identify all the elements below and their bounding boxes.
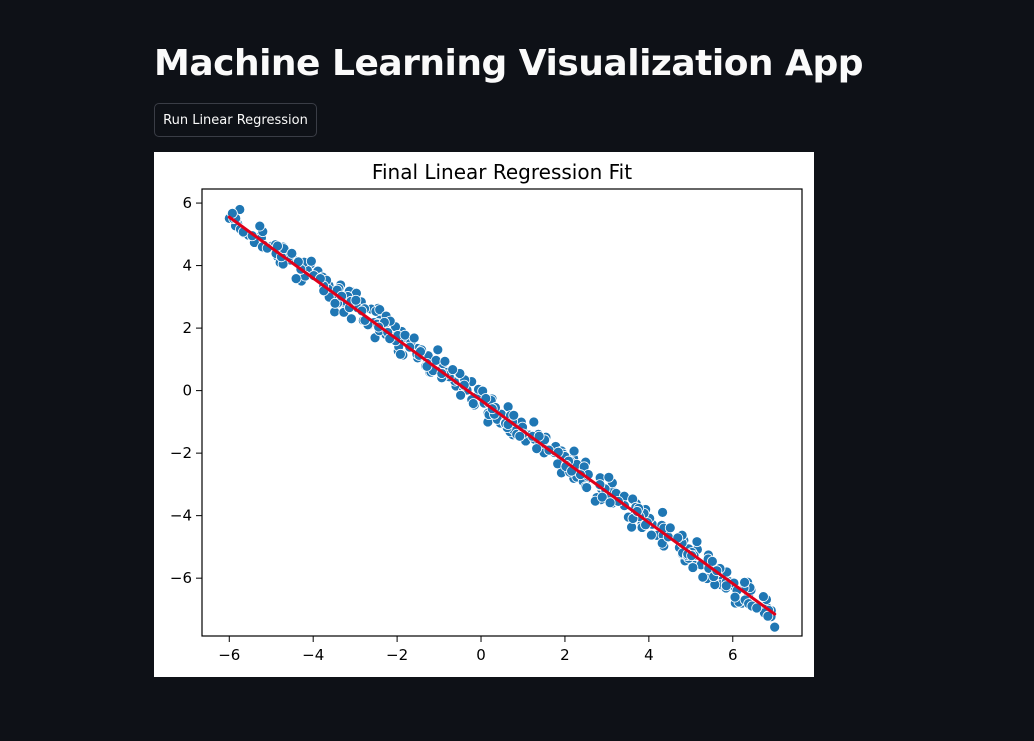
data-point [762, 610, 774, 622]
x-tick-label: 0 [476, 646, 486, 664]
x-tick-label: −4 [302, 646, 324, 664]
x-tick-label: −6 [218, 646, 240, 664]
data-point [603, 471, 615, 483]
x-axis: −6 −4 −2 0 2 4 6 [218, 636, 738, 664]
data-point [751, 602, 763, 614]
data-point [657, 507, 668, 518]
data-point [581, 482, 593, 493]
data-point [596, 491, 608, 503]
y-axis: 6 4 2 0 −2 −4 −6 [170, 194, 202, 587]
chart-title: Final Linear Regression Fit [372, 160, 632, 184]
plot-frame [201, 188, 803, 637]
data-point [646, 529, 657, 541]
data-point [531, 443, 543, 455]
y-tick-label: −4 [170, 507, 192, 525]
y-tick-label: 6 [182, 194, 192, 212]
data-point [408, 332, 420, 344]
data-point [374, 304, 386, 316]
data-point [254, 220, 266, 232]
page-title: Machine Learning Visualization App [154, 43, 864, 84]
data-point [528, 416, 540, 428]
run-linear-regression-button[interactable]: Run Linear Regression [154, 103, 317, 137]
data-point [514, 430, 526, 442]
data-point [329, 297, 341, 309]
data-point [290, 273, 302, 285]
data-point [350, 294, 362, 306]
data-point [395, 348, 406, 360]
regression-chart-svg: Final Linear Regression Fit −6 −4 −2 0 2 4 6 6… [170, 160, 803, 664]
data-point [286, 247, 298, 259]
y-tick-label: −6 [170, 569, 192, 587]
y-tick-label: 4 [182, 257, 192, 275]
scatter-points [223, 204, 781, 633]
y-tick-label: 2 [182, 319, 192, 337]
x-tick-label: 2 [560, 646, 570, 664]
data-point [758, 591, 769, 602]
data-point [604, 497, 616, 509]
y-tick-label: −2 [170, 444, 192, 462]
x-tick-label: −2 [386, 646, 408, 664]
data-point [305, 255, 317, 267]
data-point [447, 364, 459, 376]
data-point [720, 580, 732, 592]
data-point [691, 536, 703, 548]
data-point [706, 555, 718, 567]
data-point [399, 329, 411, 341]
regression-plot: Final Linear Regression Fit −6 −4 −2 0 2 4 6 6… [154, 152, 814, 677]
fit-line-layer [227, 215, 777, 616]
data-point [345, 313, 357, 325]
data-point [432, 344, 444, 356]
data-point [455, 389, 467, 401]
data-point [769, 621, 781, 633]
data-point [467, 398, 479, 409]
data-point [664, 522, 676, 534]
data-point [687, 562, 699, 573]
data-point [697, 571, 709, 583]
data-point [439, 355, 451, 367]
x-tick-label: 4 [644, 646, 654, 664]
y-tick-label: 0 [182, 382, 192, 400]
data-point [739, 576, 750, 588]
regression-fit-line [227, 215, 777, 616]
data-point [729, 591, 741, 603]
data-point [508, 409, 520, 421]
x-tick-label: 6 [728, 646, 738, 664]
data-point [568, 445, 580, 457]
